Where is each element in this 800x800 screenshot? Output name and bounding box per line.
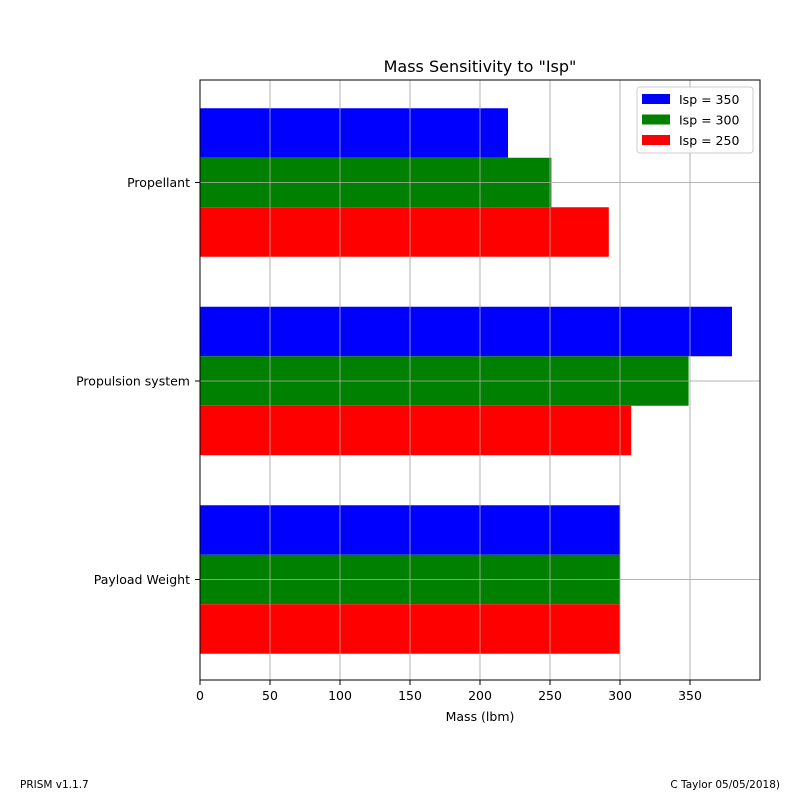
chart-title: Mass Sensitivity to "Isp" <box>384 57 577 76</box>
x-tick-label: 200 <box>468 688 492 703</box>
footer-author-date: C Taylor 05/05/2018) <box>670 779 780 791</box>
legend-swatch <box>642 114 670 125</box>
x-tick-label: 100 <box>328 688 352 703</box>
x-axis-label: Mass (lbm) <box>446 709 515 724</box>
y-tick-label: Propulsion system <box>76 374 190 389</box>
legend-entry-label: Isp = 350 <box>679 92 739 107</box>
y-tick-label: Propellant <box>127 175 190 190</box>
x-tick-label: 250 <box>538 688 562 703</box>
x-tick-label: 300 <box>608 688 632 703</box>
legend-entry-label: Isp = 250 <box>679 133 739 148</box>
x-tick-label: 350 <box>678 688 702 703</box>
x-tick-label: 0 <box>196 688 204 703</box>
legend-swatch <box>642 94 670 104</box>
legend-entry-label: Isp = 300 <box>679 113 739 128</box>
x-axis-ticks: 0 50 100 150 200 250 300 350 <box>196 680 702 703</box>
footer-version: PRISM v1.1.7 <box>20 779 89 791</box>
bar-propellant-series-3 <box>200 207 609 257</box>
x-tick-label: 150 <box>398 688 422 703</box>
bar-propellant-series-1 <box>200 108 508 158</box>
bars <box>199 80 760 680</box>
x-tick-label: 50 <box>262 688 278 703</box>
legend: Isp = 350 Isp = 300 Isp = 250 <box>636 86 754 154</box>
bar-propulsion-system-series-3 <box>200 405 632 456</box>
legend-swatch <box>642 135 670 145</box>
y-axis-ticks: Propellant Propulsion system Payload Weigh… <box>76 175 200 587</box>
y-tick-label: Payload Weight <box>94 572 190 587</box>
bar-propulsion-system-series-1 <box>200 306 732 357</box>
